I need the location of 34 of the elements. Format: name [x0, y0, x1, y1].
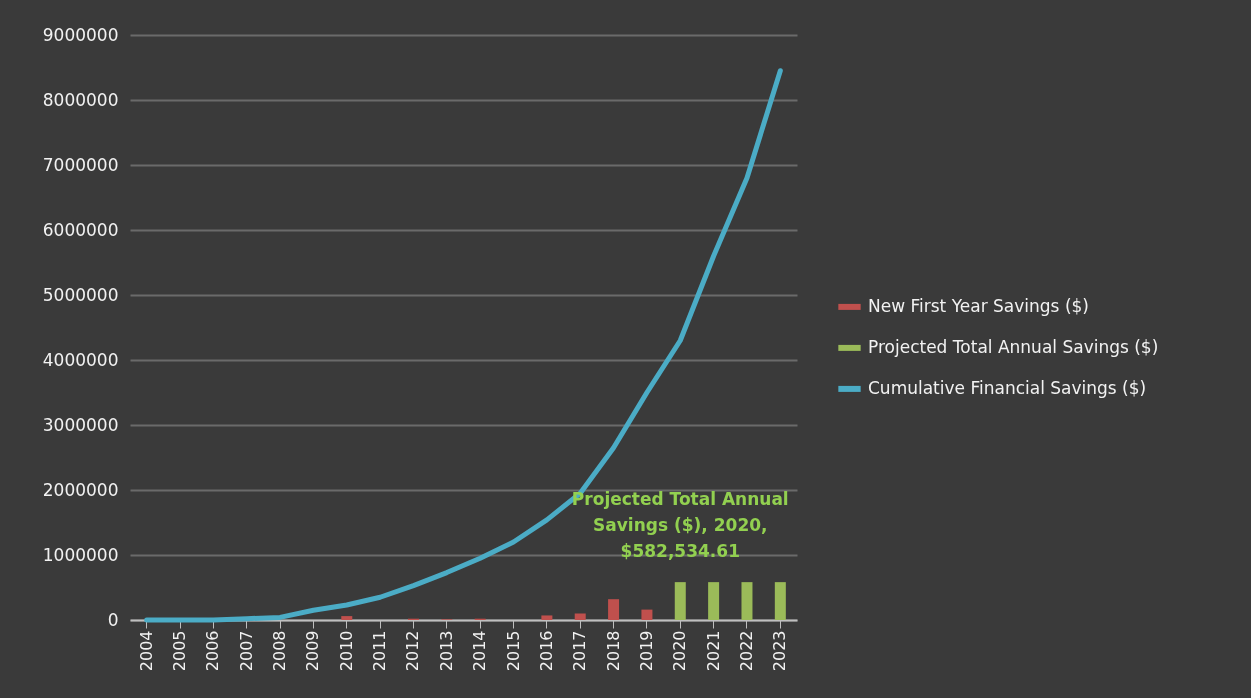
- x-tick-label: 2008: [270, 630, 290, 672]
- y-tick-label: 7000000: [42, 154, 119, 175]
- x-tick-label: 2023: [770, 630, 790, 672]
- y-tick-label: 2000000: [42, 479, 119, 500]
- y-tick-label: 6000000: [42, 219, 119, 240]
- x-tick-label: 2016: [536, 630, 556, 672]
- x-tick-label: 2006: [203, 630, 223, 672]
- y-tick-label: 4000000: [42, 349, 119, 370]
- y-tick-label: 0: [107, 609, 119, 630]
- x-tick-label: 2009: [303, 630, 323, 672]
- y-tick-label: 8000000: [42, 89, 119, 110]
- x-tick-label: 2007: [236, 630, 256, 672]
- x-tick-label: 2011: [370, 630, 390, 672]
- y-tick-label: 1000000: [42, 544, 119, 565]
- x-tick-label: 2015: [503, 630, 523, 672]
- y-tick-label: 9000000: [42, 24, 119, 45]
- annotation: Projected Total Annual Savings ($), 2020, $582,534.61: [571, 489, 789, 562]
- x-tick-label: 2010: [336, 630, 356, 672]
- x-tick-label: 2020: [670, 630, 690, 672]
- x-tick-label: 2018: [603, 630, 623, 672]
- x-tick-label: 2013: [436, 630, 456, 672]
- legend-label: Projected Total Annual Savings ($): [868, 336, 1159, 357]
- x-tick-label: 2021: [703, 630, 723, 672]
- x-tick-label: 2022: [736, 630, 756, 672]
- x-tick-label: 2017: [570, 630, 590, 672]
- x-tick-label: 2012: [403, 630, 423, 672]
- x-tick-label: 2019: [636, 630, 656, 672]
- x-tick-label: 2014: [470, 630, 490, 672]
- y-tick-label: 5000000: [42, 284, 119, 305]
- legend-label: Cumulative Financial Savings ($): [868, 377, 1147, 398]
- x-tick-label: 2005: [170, 630, 190, 672]
- y-tick-label: 3000000: [42, 414, 119, 435]
- legend-label: New First Year Savings ($): [868, 295, 1089, 316]
- x-tick-label: 2004: [136, 630, 156, 672]
